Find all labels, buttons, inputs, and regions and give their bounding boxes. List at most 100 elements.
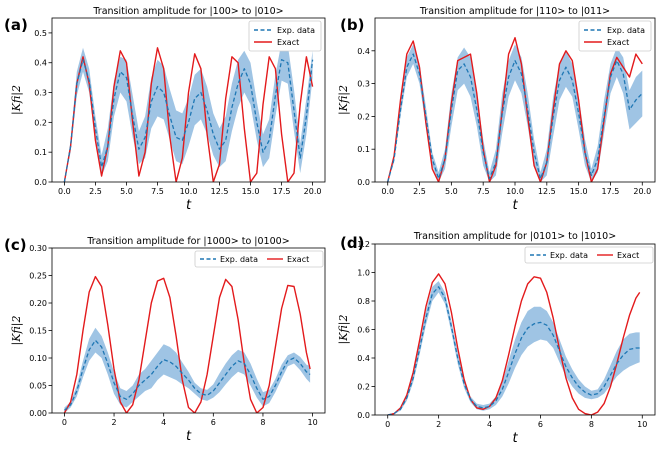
x-tick-label: 15.0 <box>242 187 260 196</box>
exp-data-series-line <box>63 59 314 182</box>
chart-title: Transition amplitude for |0101> to |1010… <box>413 231 616 242</box>
x-tick-label: 0 <box>385 420 390 429</box>
x-tick-label: 6 <box>211 418 216 427</box>
x-tick-label: 6 <box>538 420 543 429</box>
chart-panel: 0 2 4 6 8 10 0.00 0.05 0.10 0.15 0.20 0.25 0.30 Trans… <box>4 236 326 444</box>
y-tick-label: 0.1 <box>34 148 47 157</box>
x-axis-label: t <box>186 429 192 444</box>
panel-label: (a) <box>4 16 28 34</box>
y-tick-label: 0.6 <box>357 326 370 335</box>
panel-label: (d) <box>340 234 364 252</box>
x-tick-label: 12.5 <box>538 187 556 196</box>
legend-entry: Exp. data <box>220 255 258 264</box>
exact-series-line <box>63 275 311 413</box>
chart-title: Transition amplitude for |110> to |011> <box>419 6 610 17</box>
panel-label: (b) <box>340 16 364 34</box>
legend: Exp. data Exact <box>524 246 654 264</box>
exact-series-line <box>387 37 643 182</box>
legend-entry: Exact <box>617 251 639 260</box>
y-tick-label: 0.5 <box>34 29 47 38</box>
y-tick-label: 0.20 <box>29 299 47 308</box>
y-tick-label: 0.3 <box>34 89 47 98</box>
exact-series-line <box>63 47 314 182</box>
exp-data-series-line <box>387 286 640 415</box>
legend-entry: Exact <box>287 255 309 264</box>
y-tick-label: 0.1 <box>357 145 370 154</box>
x-tick-label: 8 <box>589 420 594 429</box>
y-tick-label: 0.0 <box>357 178 370 187</box>
y-tick-label: 0.4 <box>357 47 370 56</box>
x-tick-label: 10 <box>307 418 317 427</box>
chart-title: Transition amplitude for |1000> to |0100… <box>86 236 289 247</box>
x-tick-label: 0.0 <box>381 187 394 196</box>
y-tick-label: 0.10 <box>29 354 47 363</box>
legend-entry: Exp. data <box>607 26 645 35</box>
legend-entry: Exact <box>607 38 629 47</box>
legend: Exp. data Exact <box>578 20 652 52</box>
legend-entry: Exp. data <box>550 251 588 260</box>
y-tick-label: 0.2 <box>357 383 370 392</box>
legend: Exp. data Exact <box>194 250 324 268</box>
y-axis-label: |Kfi|2 <box>10 316 24 346</box>
x-tick-label: 5.0 <box>120 187 133 196</box>
x-tick-label: 10.0 <box>180 187 198 196</box>
legend-entry: Exp. data <box>277 26 315 35</box>
x-tick-label: 20.0 <box>304 187 322 196</box>
x-tick-label: 4 <box>487 420 492 429</box>
x-tick-label: 10 <box>637 420 647 429</box>
y-tick-label: 0.2 <box>357 112 370 121</box>
x-tick-label: 17.5 <box>273 187 291 196</box>
y-tick-label: 0.3 <box>357 80 370 89</box>
x-tick-label: 7.5 <box>151 187 164 196</box>
x-tick-label: 2 <box>436 420 441 429</box>
legend-entry: Exact <box>277 38 299 47</box>
y-tick-label: 0.30 <box>29 244 47 253</box>
x-tick-label: 8 <box>260 418 265 427</box>
chart-panel: 0.0 2.5 5.0 7.5 10.0 12.5 15.0 17.5 20.0 0.0 0.1 0.… <box>337 6 656 213</box>
y-tick-label: 0.4 <box>34 59 47 68</box>
x-axis-label: t <box>512 198 518 213</box>
chart-panel: 0.0 2.5 5.0 7.5 10.0 12.5 15.0 17.5 20.0 0.0 0.1 0.… <box>4 6 326 213</box>
y-tick-label: 0.8 <box>357 297 370 306</box>
y-tick-label: 1.2 <box>357 240 370 249</box>
x-axis-label: t <box>186 198 192 213</box>
x-tick-label: 0.0 <box>58 187 71 196</box>
chart-title: Transition amplitude for |100> to |010> <box>92 6 283 17</box>
y-tick-label: 0.25 <box>29 272 47 281</box>
uncertainty-band <box>64 327 311 413</box>
y-tick-label: 0.0 <box>357 411 370 420</box>
y-tick-label: 0.05 <box>29 382 47 391</box>
y-tick-label: 0.4 <box>357 354 370 363</box>
x-tick-label: 4 <box>161 418 166 427</box>
x-tick-label: 17.5 <box>602 187 620 196</box>
legend-box <box>248 20 322 52</box>
y-axis-label: |Kfi|2 <box>10 85 24 115</box>
x-tick-label: 2.5 <box>413 187 426 196</box>
legend: Exp. data Exact <box>248 20 322 52</box>
y-tick-label: 0.00 <box>29 409 47 418</box>
x-axis-label: t <box>512 431 518 446</box>
chart-panel: 0 2 4 6 8 10 0.0 0.2 0.4 0.6 0.8 1.0 1.2 Transition a… <box>337 231 656 446</box>
y-tick-label: 1.0 <box>357 269 370 278</box>
panel-label: (c) <box>4 236 27 254</box>
x-tick-label: 12.5 <box>211 187 229 196</box>
y-tick-label: 0.0 <box>34 178 47 187</box>
legend-box <box>524 246 654 264</box>
uncertainty-band <box>64 41 313 182</box>
x-tick-label: 2.5 <box>89 187 102 196</box>
y-tick-label: 0.15 <box>29 327 47 336</box>
y-axis-label: |Kfi|2 <box>337 85 351 115</box>
legend-box <box>578 20 652 52</box>
x-tick-label: 2 <box>111 418 116 427</box>
exp-data-series-line <box>387 53 643 182</box>
x-tick-label: 0 <box>62 418 67 427</box>
y-tick-label: 0.2 <box>34 118 47 127</box>
uncertainty-band <box>387 281 640 415</box>
exp-data-series-line <box>63 339 311 411</box>
x-tick-label: 10.0 <box>506 187 524 196</box>
x-tick-label: 7.5 <box>477 187 490 196</box>
legend-box <box>194 250 324 268</box>
x-tick-label: 15.0 <box>570 187 588 196</box>
x-tick-label: 20.0 <box>633 187 651 196</box>
